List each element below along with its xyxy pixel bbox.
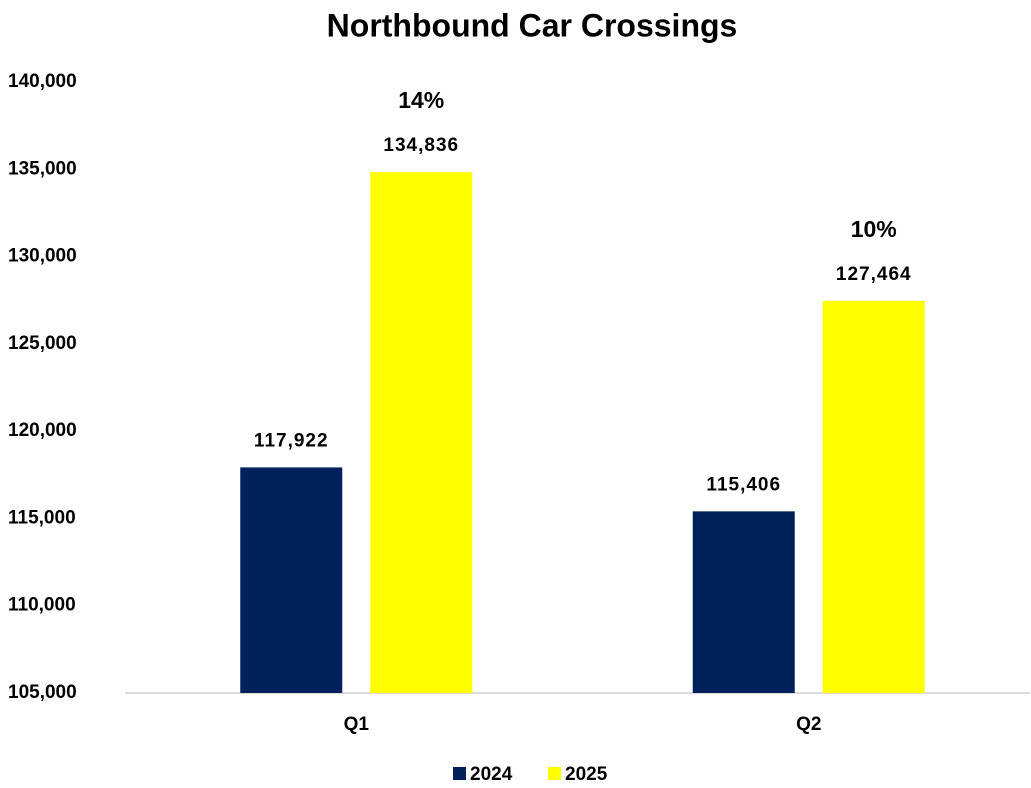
x-tick-label: Q2 <box>796 714 821 735</box>
value-label: 117,922 <box>254 430 329 451</box>
y-tick-label: 125,000 <box>8 333 77 354</box>
value-label: 127,464 <box>836 264 912 285</box>
y-tick-label: 115,000 <box>8 507 76 528</box>
legend-label: 2024 <box>470 764 513 785</box>
y-tick-label: 110,000 <box>8 595 76 616</box>
chart-title: Northbound Car Crossings <box>327 7 738 43</box>
bar <box>370 172 473 693</box>
y-tick-label: 140,000 <box>8 71 77 92</box>
value-label: 115,406 <box>706 474 781 495</box>
annotation: 14% <box>398 87 444 113</box>
bar <box>822 300 925 693</box>
x-tick-label: Q1 <box>344 714 370 735</box>
y-tick-label: 105,000 <box>8 682 77 703</box>
bar <box>240 467 343 693</box>
legend-swatch <box>453 767 466 780</box>
legend-label: 2025 <box>565 764 608 785</box>
y-tick-label: 120,000 <box>8 420 77 441</box>
value-label: 134,836 <box>383 135 459 156</box>
y-tick-label: 130,000 <box>8 246 77 267</box>
y-tick-label: 135,000 <box>8 158 77 179</box>
bar <box>692 511 795 693</box>
annotation: 10% <box>851 216 897 242</box>
legend-swatch <box>548 767 561 780</box>
